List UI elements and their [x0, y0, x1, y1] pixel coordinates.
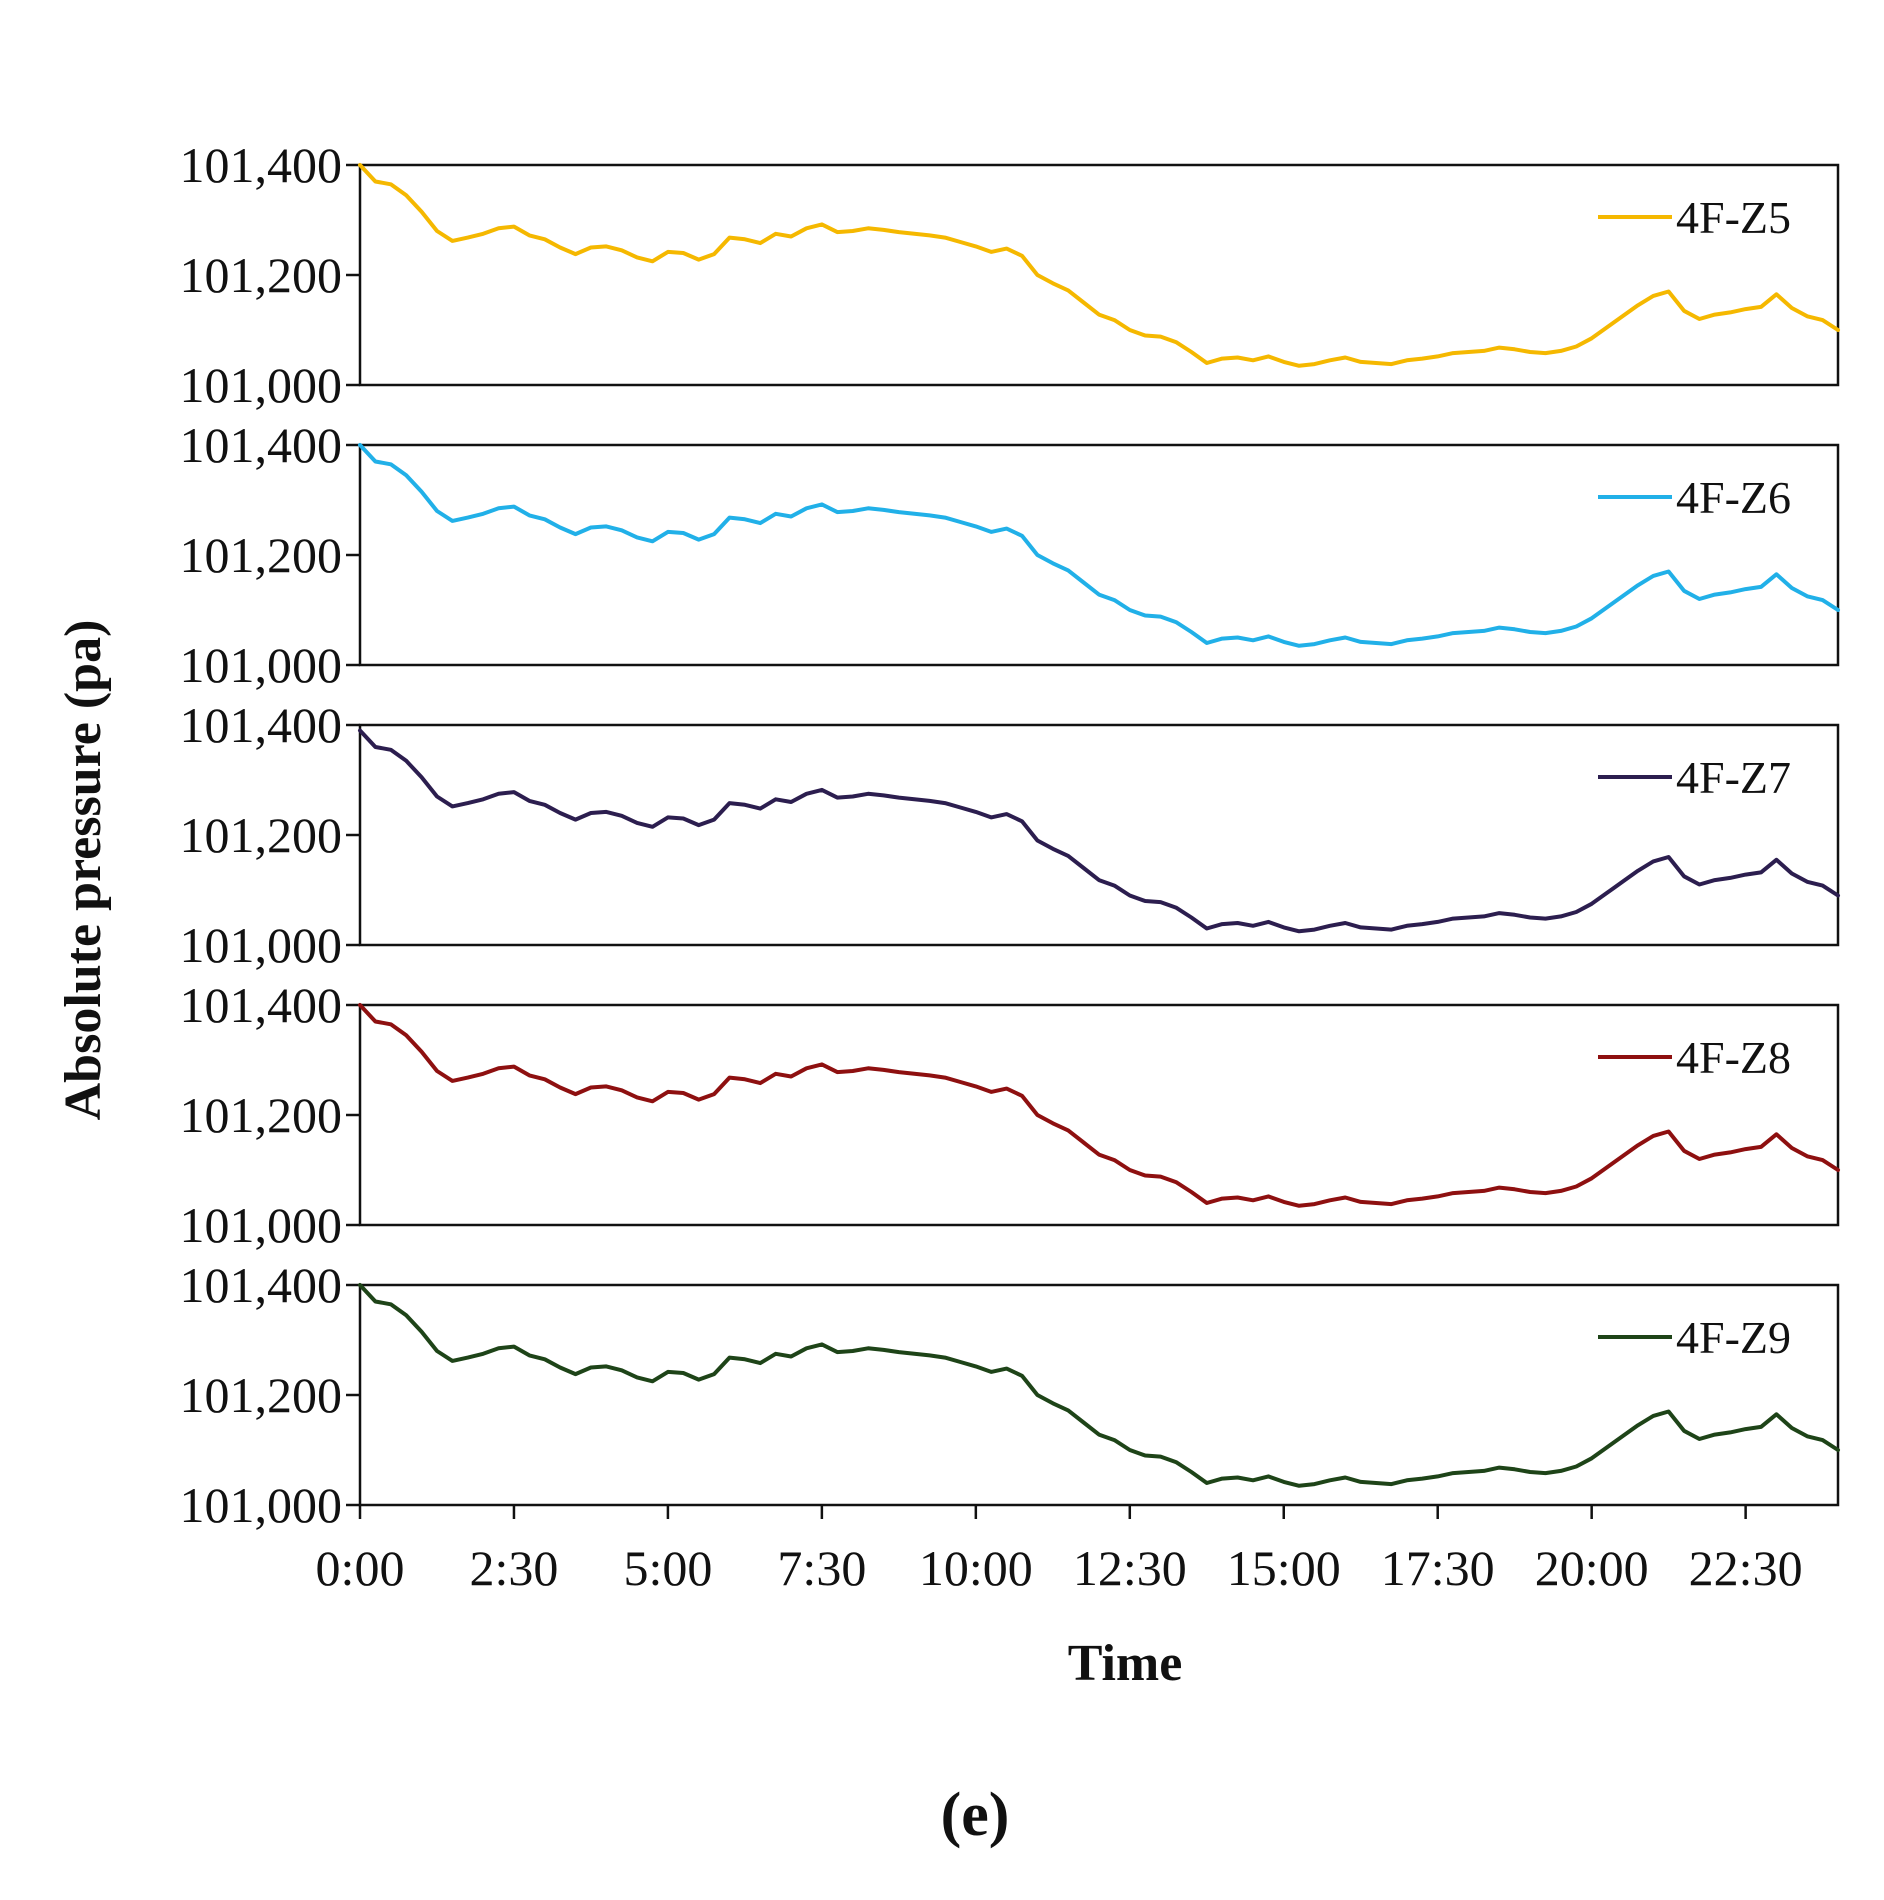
y-tick-label: 101,000	[180, 357, 343, 413]
plot-frame	[358, 163, 1840, 387]
chart-panels: 101,000 101,200 101,400 4F-Z5 101,000 101,200…	[180, 137, 1840, 1596]
y-tick-label: 101,000	[180, 917, 343, 973]
x-axis-title: Time	[1068, 1635, 1183, 1692]
plot-frame	[358, 443, 1840, 667]
y-tick-label: 101,000	[180, 1477, 343, 1533]
y-tick-label: 101,400	[180, 1257, 343, 1313]
legend-label: 4F-Z6	[1676, 472, 1791, 523]
panel-4f-z9: 101,000 101,200 101,400 0:00 2:30 5:00 7:30 10:…	[180, 1257, 1840, 1596]
x-tick-label: 7:30	[777, 1540, 866, 1596]
legend-label: 4F-Z7	[1676, 752, 1791, 803]
plot-frame	[358, 1003, 1840, 1227]
x-tick-label: 15:00	[1227, 1540, 1341, 1596]
plot-frame	[358, 723, 1840, 947]
legend-label: 4F-Z8	[1676, 1032, 1791, 1083]
x-tick-label: 22:30	[1689, 1540, 1803, 1596]
figure-label: (e)	[941, 1781, 1010, 1849]
x-tick-label: 10:00	[919, 1540, 1033, 1596]
x-tick-label: 17:30	[1381, 1540, 1495, 1596]
y-tick-label: 101,200	[180, 527, 343, 583]
legend-label: 4F-Z5	[1676, 192, 1791, 243]
y-tick-label: 101,200	[180, 1367, 343, 1423]
series-line-4f-z9	[358, 1283, 1840, 1488]
legend-label: 4F-Z9	[1676, 1312, 1791, 1363]
x-tick-label: 2:30	[470, 1540, 559, 1596]
y-tick-label: 101,400	[180, 417, 343, 473]
panel-4f-z5: 101,000 101,200 101,400 4F-Z5	[180, 137, 1840, 413]
y-tick-label: 101,400	[180, 137, 343, 193]
panel-4f-z7: 101,000 101,200 101,400 4F-Z7	[180, 697, 1840, 973]
y-tick-label: 101,200	[180, 247, 343, 303]
series-line-4f-z6	[358, 443, 1840, 648]
x-tick-label: 0:00	[316, 1540, 405, 1596]
series-line-4f-z8	[358, 1003, 1840, 1208]
y-tick-label: 101,200	[180, 807, 343, 863]
plot-frame	[358, 1283, 1840, 1507]
x-tick-label: 20:00	[1535, 1540, 1649, 1596]
y-tick-label: 101,000	[180, 1197, 343, 1253]
series-line-4f-z5	[358, 163, 1840, 368]
panel-4f-z8: 101,000 101,200 101,400 4F-Z8	[180, 977, 1840, 1253]
x-tick-label: 12:30	[1073, 1540, 1187, 1596]
series-line-4f-z7	[358, 728, 1840, 934]
x-tick-label: 5:00	[623, 1540, 712, 1596]
y-tick-label: 101,400	[180, 977, 343, 1033]
y-axis-title: Absolute pressure (pa)	[55, 620, 112, 1121]
y-tick-label: 101,400	[180, 697, 343, 753]
y-tick-label: 101,000	[180, 637, 343, 693]
panel-4f-z6: 101,000 101,200 101,400 4F-Z6	[180, 417, 1840, 693]
y-tick-label: 101,200	[180, 1087, 343, 1143]
